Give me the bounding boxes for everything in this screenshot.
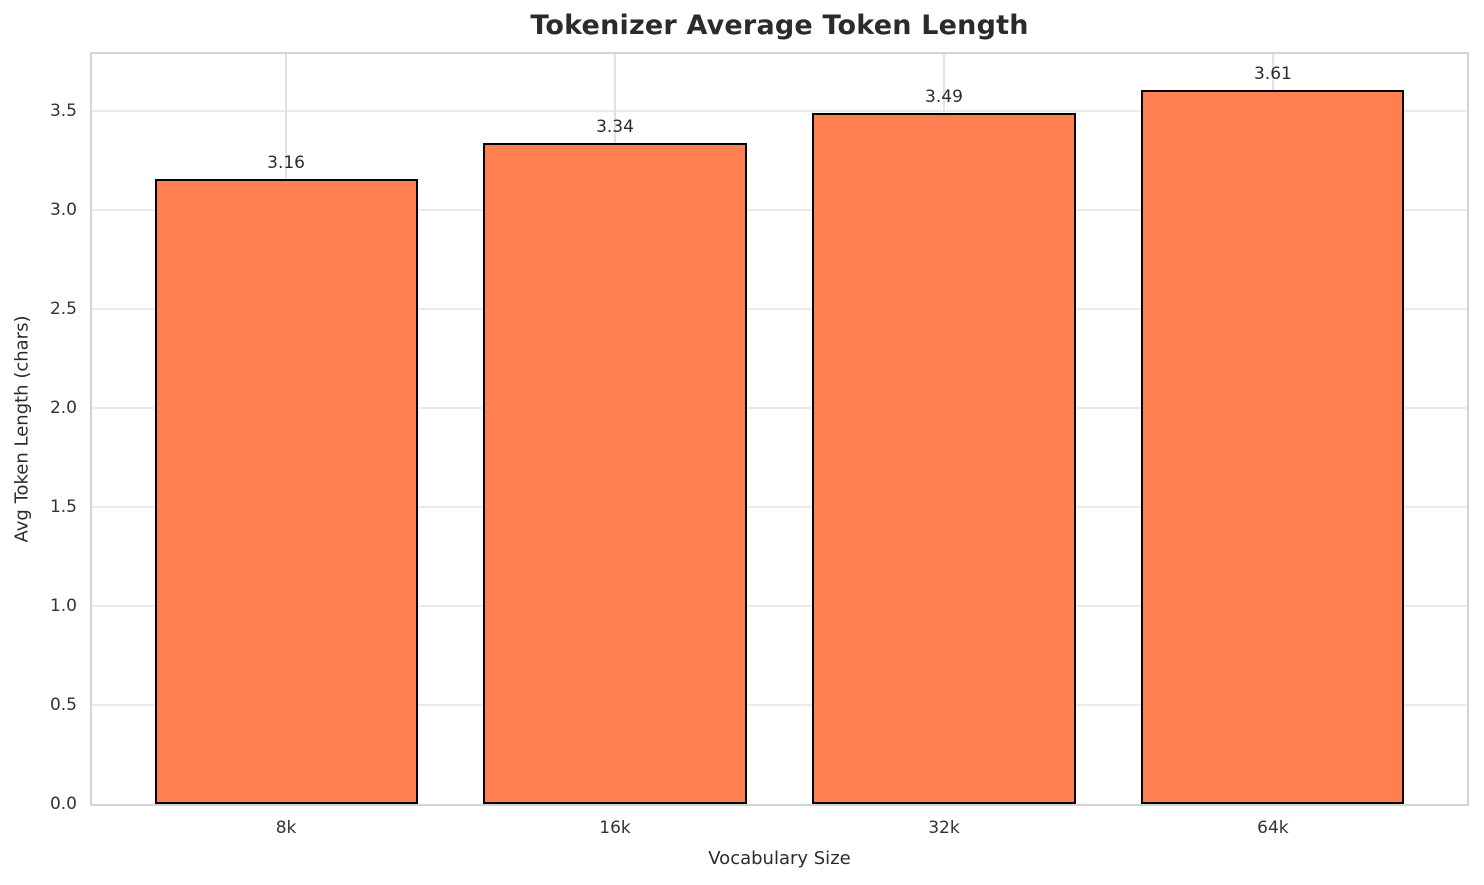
- bar-value-label: 3.16: [267, 152, 306, 173]
- bar-8k: [154, 178, 418, 804]
- x-tick-label: 8k: [275, 818, 297, 838]
- bar-64k: [1141, 89, 1405, 804]
- gridline-h: [92, 209, 1467, 212]
- y-tick-label: 3.5: [49, 101, 77, 122]
- y-tick-label: 3.0: [49, 200, 77, 221]
- y-tick-label: 1.0: [49, 596, 77, 617]
- y-tick-label: 0.5: [49, 695, 77, 716]
- y-tick-label: 1.5: [49, 497, 77, 518]
- gridline-h: [92, 110, 1467, 113]
- bar-value-label: 3.49: [925, 87, 963, 108]
- chart-title: Tokenizer Average Token Length: [530, 10, 1029, 41]
- plot-area: 3.16 3.34 3.49 3.61: [90, 52, 1469, 806]
- gridline-h: [92, 506, 1467, 509]
- bar-value-label: 3.61: [1253, 63, 1292, 84]
- gridline-h: [92, 605, 1467, 608]
- x-tick-label: 16k: [599, 818, 631, 838]
- x-axis-label: Vocabulary Size: [708, 848, 851, 869]
- gridline-h: [92, 704, 1467, 707]
- y-tick-label: 2.5: [49, 299, 77, 320]
- bar-32k: [812, 113, 1076, 804]
- y-tick-label: 2.0: [49, 398, 77, 419]
- gridline-h: [92, 407, 1467, 410]
- gridline-h: [92, 308, 1467, 311]
- bar-16k: [483, 143, 747, 804]
- x-tick-label: 64k: [1257, 818, 1289, 838]
- y-tick-label: 0.0: [49, 794, 77, 814]
- bar-value-label: 3.34: [596, 117, 634, 138]
- x-tick-label: 32k: [928, 818, 960, 838]
